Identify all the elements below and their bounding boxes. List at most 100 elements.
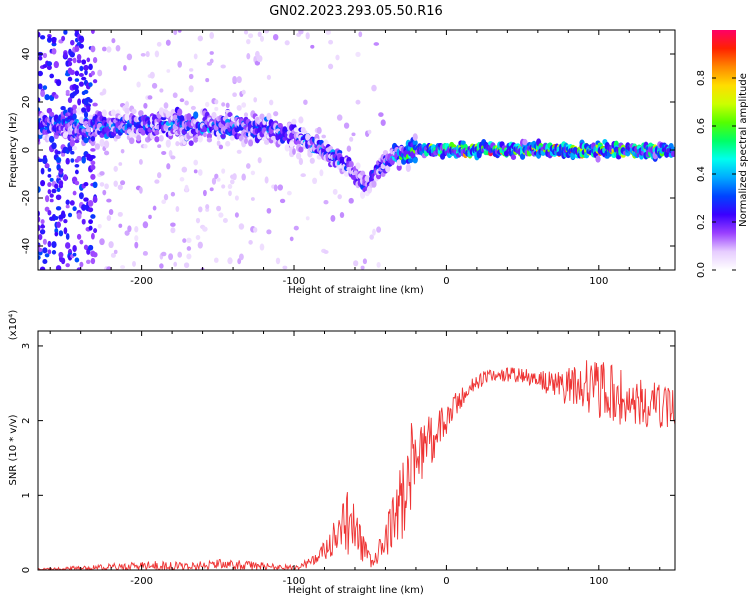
spectrogram-cell bbox=[460, 140, 466, 146]
spectrogram-cell bbox=[305, 133, 311, 141]
spectrogram-y-tick-label: 40 bbox=[21, 48, 32, 61]
spectrogram-cell bbox=[38, 244, 41, 249]
spectrogram-cell bbox=[78, 81, 84, 87]
spectrogram-cell bbox=[228, 190, 232, 197]
snr-y-tick-label: 0 bbox=[21, 567, 32, 573]
spectrogram-cell bbox=[159, 263, 164, 269]
spectrogram-cell bbox=[177, 251, 183, 258]
spectrogram-cell bbox=[79, 261, 84, 268]
spectrogram-cell bbox=[184, 184, 189, 192]
spectrogram-cell bbox=[128, 137, 135, 145]
spectrogram-cell bbox=[157, 144, 162, 148]
spectrogram-cell bbox=[69, 69, 75, 75]
spectrogram-cell bbox=[69, 139, 75, 147]
spectrogram-cell bbox=[339, 212, 345, 218]
snr-marks bbox=[38, 360, 675, 570]
spectrogram-cell bbox=[292, 148, 296, 155]
spectrogram-cell bbox=[227, 184, 233, 190]
spectrogram-cell bbox=[38, 55, 43, 61]
spectrogram-cell bbox=[202, 189, 207, 197]
spectrogram-cell bbox=[117, 211, 123, 217]
spectrogram-cell bbox=[360, 265, 365, 270]
spectrogram-cell bbox=[48, 135, 55, 143]
spectrogram-cell bbox=[53, 61, 59, 69]
colorbar-tick-label: 0.6 bbox=[696, 118, 707, 134]
spectrogram-cell bbox=[120, 180, 126, 186]
spectrogram-cell bbox=[115, 44, 121, 52]
spectrogram-cell bbox=[273, 111, 279, 117]
spectrogram-cell bbox=[250, 170, 256, 176]
spectrogram-cell bbox=[253, 227, 258, 233]
spectrogram-cell bbox=[236, 104, 242, 111]
spectrogram-cell bbox=[72, 108, 77, 115]
spectrogram-cell bbox=[47, 174, 52, 178]
spectrogram-cell bbox=[110, 252, 116, 258]
spectrogram-cell bbox=[272, 33, 279, 41]
spectrogram-cell bbox=[177, 108, 183, 117]
spectrogram-cell bbox=[335, 54, 340, 61]
spectrogram-cell bbox=[83, 181, 89, 187]
spectrogram-cell bbox=[49, 198, 54, 203]
spectrogram-cell bbox=[296, 139, 302, 145]
spectrogram-cell bbox=[126, 53, 133, 61]
spectrogram-cell bbox=[132, 260, 136, 267]
spectrogram-cell bbox=[42, 156, 48, 165]
spectrogram-cell bbox=[163, 102, 169, 109]
spectrogram-cell bbox=[81, 107, 87, 113]
spectrogram-cell bbox=[216, 134, 221, 141]
spectrogram-cell bbox=[72, 252, 77, 257]
spectrogram-cell bbox=[220, 134, 226, 139]
spectrogram-cell bbox=[330, 214, 336, 222]
spectrogram-cell bbox=[209, 51, 214, 55]
spectrogram-cell bbox=[60, 105, 66, 111]
spectrogram-cell bbox=[88, 98, 93, 103]
spectrogram-cell bbox=[372, 228, 376, 236]
spectrogram-cell bbox=[92, 57, 98, 64]
spectrogram-cell bbox=[241, 173, 246, 181]
spectrogram-cell bbox=[344, 171, 350, 177]
spectrogram-cell bbox=[90, 155, 96, 159]
spectrogram-cell bbox=[51, 48, 57, 55]
spectrogram-cell bbox=[65, 233, 70, 240]
spectrogram-cell bbox=[197, 135, 203, 143]
spectrogram-cell bbox=[139, 186, 143, 194]
spectrogram-cell bbox=[158, 135, 164, 142]
spectrogram-cell bbox=[81, 218, 86, 225]
spectrogram-cell bbox=[293, 127, 299, 133]
spectrogram-cell bbox=[51, 142, 57, 150]
spectrogram-cell bbox=[70, 158, 75, 163]
spectrogram-cell bbox=[220, 64, 226, 69]
spectrogram-cell bbox=[362, 258, 367, 265]
spectrogram-cell bbox=[348, 160, 354, 168]
spectrogram-cell bbox=[243, 112, 249, 117]
spectrogram-cell bbox=[72, 206, 77, 212]
spectrogram-cell bbox=[355, 51, 361, 58]
spectrogram-cell bbox=[120, 148, 125, 154]
spectrogram-cell bbox=[54, 183, 59, 189]
spectrogram-cell bbox=[305, 216, 310, 221]
spectrogram-cell bbox=[72, 57, 77, 64]
spectrogram-cell bbox=[49, 111, 55, 117]
spectrogram-cell bbox=[214, 99, 219, 105]
spectrogram-cell bbox=[42, 85, 48, 90]
spectrogram-cell bbox=[99, 171, 105, 176]
spectrogram-cell bbox=[253, 97, 258, 103]
spectrogram-cell bbox=[134, 235, 139, 242]
colorbar-label: Normalized spectral amplitude bbox=[738, 73, 749, 227]
spectrogram-cell bbox=[62, 131, 68, 139]
spectrogram-cell bbox=[232, 173, 237, 181]
spectrogram-cell bbox=[76, 155, 82, 162]
spectrogram-x-axis-label: Height of straight line (km) bbox=[288, 285, 424, 296]
spectrogram-cell bbox=[70, 39, 75, 46]
spectrogram-cell bbox=[83, 137, 89, 144]
spectrogram-cell bbox=[46, 65, 52, 71]
spectrogram-cell bbox=[38, 158, 43, 163]
spectrogram-cell bbox=[61, 153, 66, 157]
spectrogram-cell bbox=[55, 206, 62, 211]
spectrogram-cell bbox=[74, 88, 80, 95]
spectrogram-cell bbox=[246, 38, 251, 45]
spectrogram-cell bbox=[259, 243, 265, 251]
spectrogram-cell bbox=[106, 266, 112, 270]
spectrogram-cell bbox=[67, 212, 73, 218]
